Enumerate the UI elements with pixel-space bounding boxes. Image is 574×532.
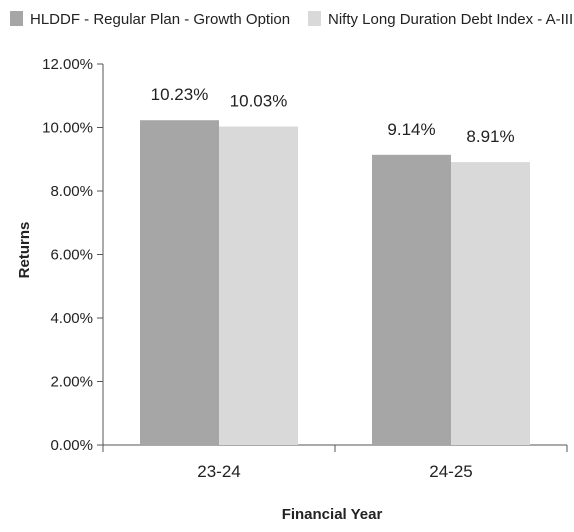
- y-tick-label: 2.00%: [50, 374, 93, 391]
- y-tick-label: 4.00%: [50, 310, 93, 327]
- legend-swatch-hlddf: [10, 11, 23, 26]
- data-label: 9.14%: [387, 120, 435, 139]
- bar-nifty-index-24-25: [451, 162, 530, 446]
- y-axis: 0.00% 2.00% 4.00% 6.00% 8.00% 10.00% 12.00%: [42, 56, 104, 454]
- y-tick-label: 8.00%: [50, 183, 93, 200]
- data-label: 10.03%: [230, 92, 288, 111]
- bar-nifty-index-23-24: [219, 126, 298, 446]
- bars: [140, 120, 530, 446]
- legend: HLDDF - Regular Plan - Growth Option Nif…: [10, 11, 573, 28]
- x-axis-title: Financial Year: [282, 506, 383, 523]
- y-tick-label: 6.00%: [50, 247, 93, 264]
- legend-swatch-nifty-index: [308, 11, 321, 26]
- x-tick-label: 23-24: [197, 462, 240, 481]
- bar-hlddf-23-24: [140, 120, 219, 445]
- data-labels: 10.23% 10.03% 9.14% 8.91%: [151, 85, 515, 146]
- x-tick-label: 24-25: [429, 462, 472, 481]
- y-tick-label: 10.00%: [42, 120, 93, 137]
- legend-label-hlddf: HLDDF - Regular Plan - Growth Option: [30, 11, 290, 28]
- data-label: 10.23%: [151, 85, 209, 104]
- data-label: 8.91%: [466, 127, 514, 146]
- y-tick-label: 0.00%: [50, 437, 93, 454]
- y-axis-title: Returns: [16, 222, 33, 279]
- y-tick-label: 12.00%: [42, 56, 93, 73]
- bar-hlddf-24-25: [372, 154, 451, 445]
- x-axis: 23-24 24-25: [102, 444, 568, 481]
- legend-label-nifty-index: Nifty Long Duration Debt Index - A-III: [328, 11, 573, 28]
